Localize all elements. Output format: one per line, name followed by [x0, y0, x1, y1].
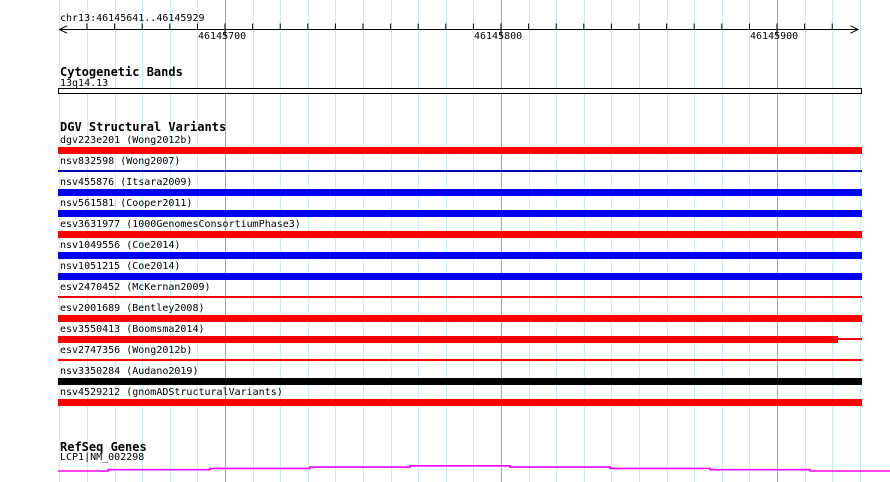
minor-gridline: [363, 0, 364, 482]
region-title: chr13:46145641..46145929: [60, 13, 205, 24]
variant-bar[interactable]: [58, 146, 862, 154]
variant-label: esv2001689 (Bentley2008): [60, 302, 205, 314]
minor-gridline: [445, 0, 447, 482]
minor-gridline: [639, 0, 640, 482]
variant-range-line[interactable]: [837, 338, 862, 340]
variant-label: nsv3350284 (Audano2019): [60, 365, 199, 377]
variant-label: nsv1049556 (Coe2014): [60, 239, 181, 251]
minor-gridline: [280, 0, 282, 482]
gene-track: [58, 465, 890, 472]
right-arrow-icon: [850, 25, 860, 34]
gene-intron-line[interactable]: [58, 465, 890, 472]
minor-gridline: [556, 0, 558, 482]
variant-bar[interactable]: [58, 296, 862, 298]
variant-bar[interactable]: [58, 209, 862, 217]
minor-gridline: [859, 0, 861, 482]
variant-bar[interactable]: [58, 335, 838, 343]
gene-label: LCP1|NM_002298: [60, 452, 145, 463]
cytogenetic-band-glyph[interactable]: [58, 88, 862, 94]
major-gridline: [777, 0, 778, 482]
minor-gridline: [114, 0, 116, 482]
minor-gridline: [473, 0, 475, 482]
variant-label: dgv223e201 (Wong2012b): [60, 134, 193, 146]
variant-bar[interactable]: [58, 398, 862, 406]
variant-label: esv2470452 (McKernan2009): [60, 281, 211, 293]
variant-label: esv2747356 (Wong2012b): [60, 344, 193, 356]
minor-gridline: [749, 0, 751, 482]
coordinate-ruler: [58, 23, 860, 37]
minor-gridline: [307, 0, 309, 482]
variant-bar[interactable]: [58, 230, 862, 238]
cytogenetic-band-label: 13q14.13: [60, 78, 109, 89]
ruler-tick-label: 46145900: [750, 31, 799, 42]
major-gridline: [501, 0, 502, 482]
variant-bar[interactable]: [58, 251, 862, 259]
minor-gridline: [666, 0, 668, 482]
minor-gridline: [252, 0, 254, 482]
minor-gridline: [583, 0, 585, 482]
ruler-tick-label: 46145700: [198, 31, 247, 42]
variant-label: esv3631977 (1000GenomesConsortiumPhase3): [60, 218, 301, 230]
minor-gridline: [142, 0, 144, 482]
minor-gridline: [528, 0, 530, 482]
variant-label: nsv832598 (Wong2007): [60, 155, 181, 167]
variant-bar[interactable]: [58, 359, 862, 361]
refseq-heading: RefSeq Genes: [60, 440, 147, 454]
cytogenetic-bands-heading: Cytogenetic Bands: [60, 65, 183, 79]
minor-gridline: [169, 0, 171, 482]
minor-gridline: [197, 0, 199, 482]
major-gridline: [225, 0, 226, 482]
variant-bar[interactable]: [58, 170, 862, 172]
minor-gridline: [390, 0, 392, 482]
variant-bar[interactable]: [58, 188, 862, 196]
minor-gridline: [611, 0, 613, 482]
variant-bar[interactable]: [58, 272, 862, 280]
variant-label: nsv1051215 (Coe2014): [60, 260, 181, 272]
variant-bar[interactable]: [58, 377, 862, 385]
minor-gridline: [335, 0, 337, 482]
minor-gridline: [694, 0, 696, 482]
variant-label: nsv561581 (Cooper2011): [60, 197, 193, 209]
variant-label: nsv4529212 (gnomADStructuralVariants): [60, 386, 283, 398]
minor-gridline: [59, 0, 61, 482]
minor-gridline: [721, 0, 723, 482]
variant-bar[interactable]: [58, 314, 862, 322]
variant-label: nsv455876 (Itsara2009): [60, 176, 193, 188]
minor-gridline: [804, 0, 806, 482]
minor-gridline: [832, 0, 834, 482]
ruler-tick-label: 46145800: [474, 31, 523, 42]
variant-label: esv3550413 (Boomsma2014): [60, 323, 205, 335]
dgv-heading: DGV Structural Variants: [60, 120, 227, 134]
minor-gridline: [87, 0, 88, 482]
left-arrow-icon: [58, 25, 68, 34]
minor-gridline: [418, 0, 420, 482]
